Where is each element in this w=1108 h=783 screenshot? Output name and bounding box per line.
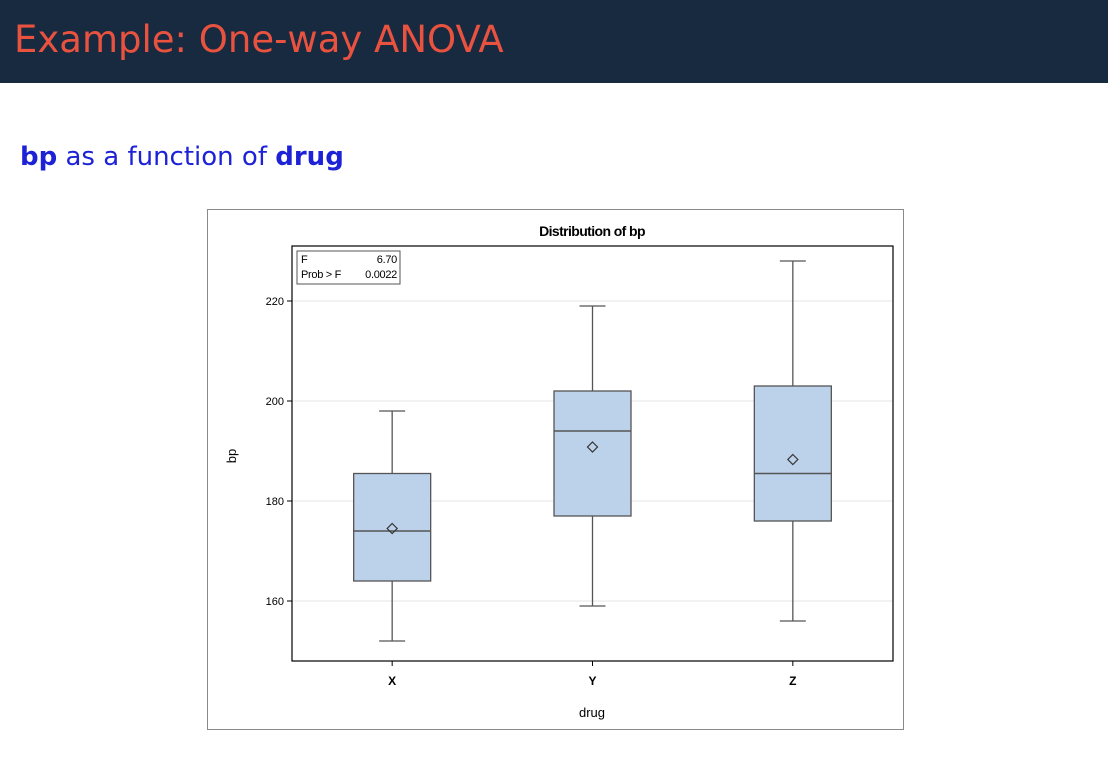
y-tick-label: 160	[266, 596, 284, 608]
chart-title: Distribution of bp	[539, 223, 645, 239]
mean-marker	[386, 522, 399, 535]
box-iqr	[353, 472, 432, 582]
axes: 160 180 200 220 X Y Z	[266, 296, 797, 688]
inset-value: 6.70	[377, 254, 397, 266]
box-Y	[553, 305, 632, 607]
x-tick-label: Z	[789, 674, 796, 688]
stats-inset: F 6.70 Prob > F 0.0022	[296, 250, 401, 285]
y-tick-label: 200	[266, 396, 284, 408]
slide-title: Example: One-way ANOVA	[14, 18, 504, 61]
inset-label: Prob > F	[301, 269, 342, 281]
boxes	[353, 260, 832, 642]
y-tick-label: 220	[266, 296, 284, 308]
box-iqr	[553, 390, 632, 517]
box-X	[353, 410, 432, 642]
subtitle-connector: as a function of	[65, 142, 267, 172]
inset-box	[296, 250, 401, 285]
y-tick-label: 180	[266, 496, 284, 508]
box-Z	[753, 260, 832, 622]
x-tick-label: Y	[588, 674, 596, 688]
x-tick-label: X	[388, 674, 396, 688]
inset-value: 0.0022	[365, 269, 397, 281]
y-axis-label: bp	[224, 449, 239, 463]
slide-subtitle: bp as a function of drug	[20, 142, 344, 172]
subtitle-variable-bp: bp	[20, 142, 58, 172]
slide-header	[0, 0, 1108, 83]
box-iqr	[753, 385, 832, 522]
inset-label: F	[301, 254, 308, 266]
mean-marker	[586, 441, 599, 453]
chart-frame: Distribution of bp 160 180 200 220 X Y Z drug …	[207, 209, 904, 730]
subtitle-variable-drug: drug	[275, 142, 344, 172]
mean-marker	[786, 453, 799, 466]
x-axis-label: drug	[579, 705, 605, 720]
